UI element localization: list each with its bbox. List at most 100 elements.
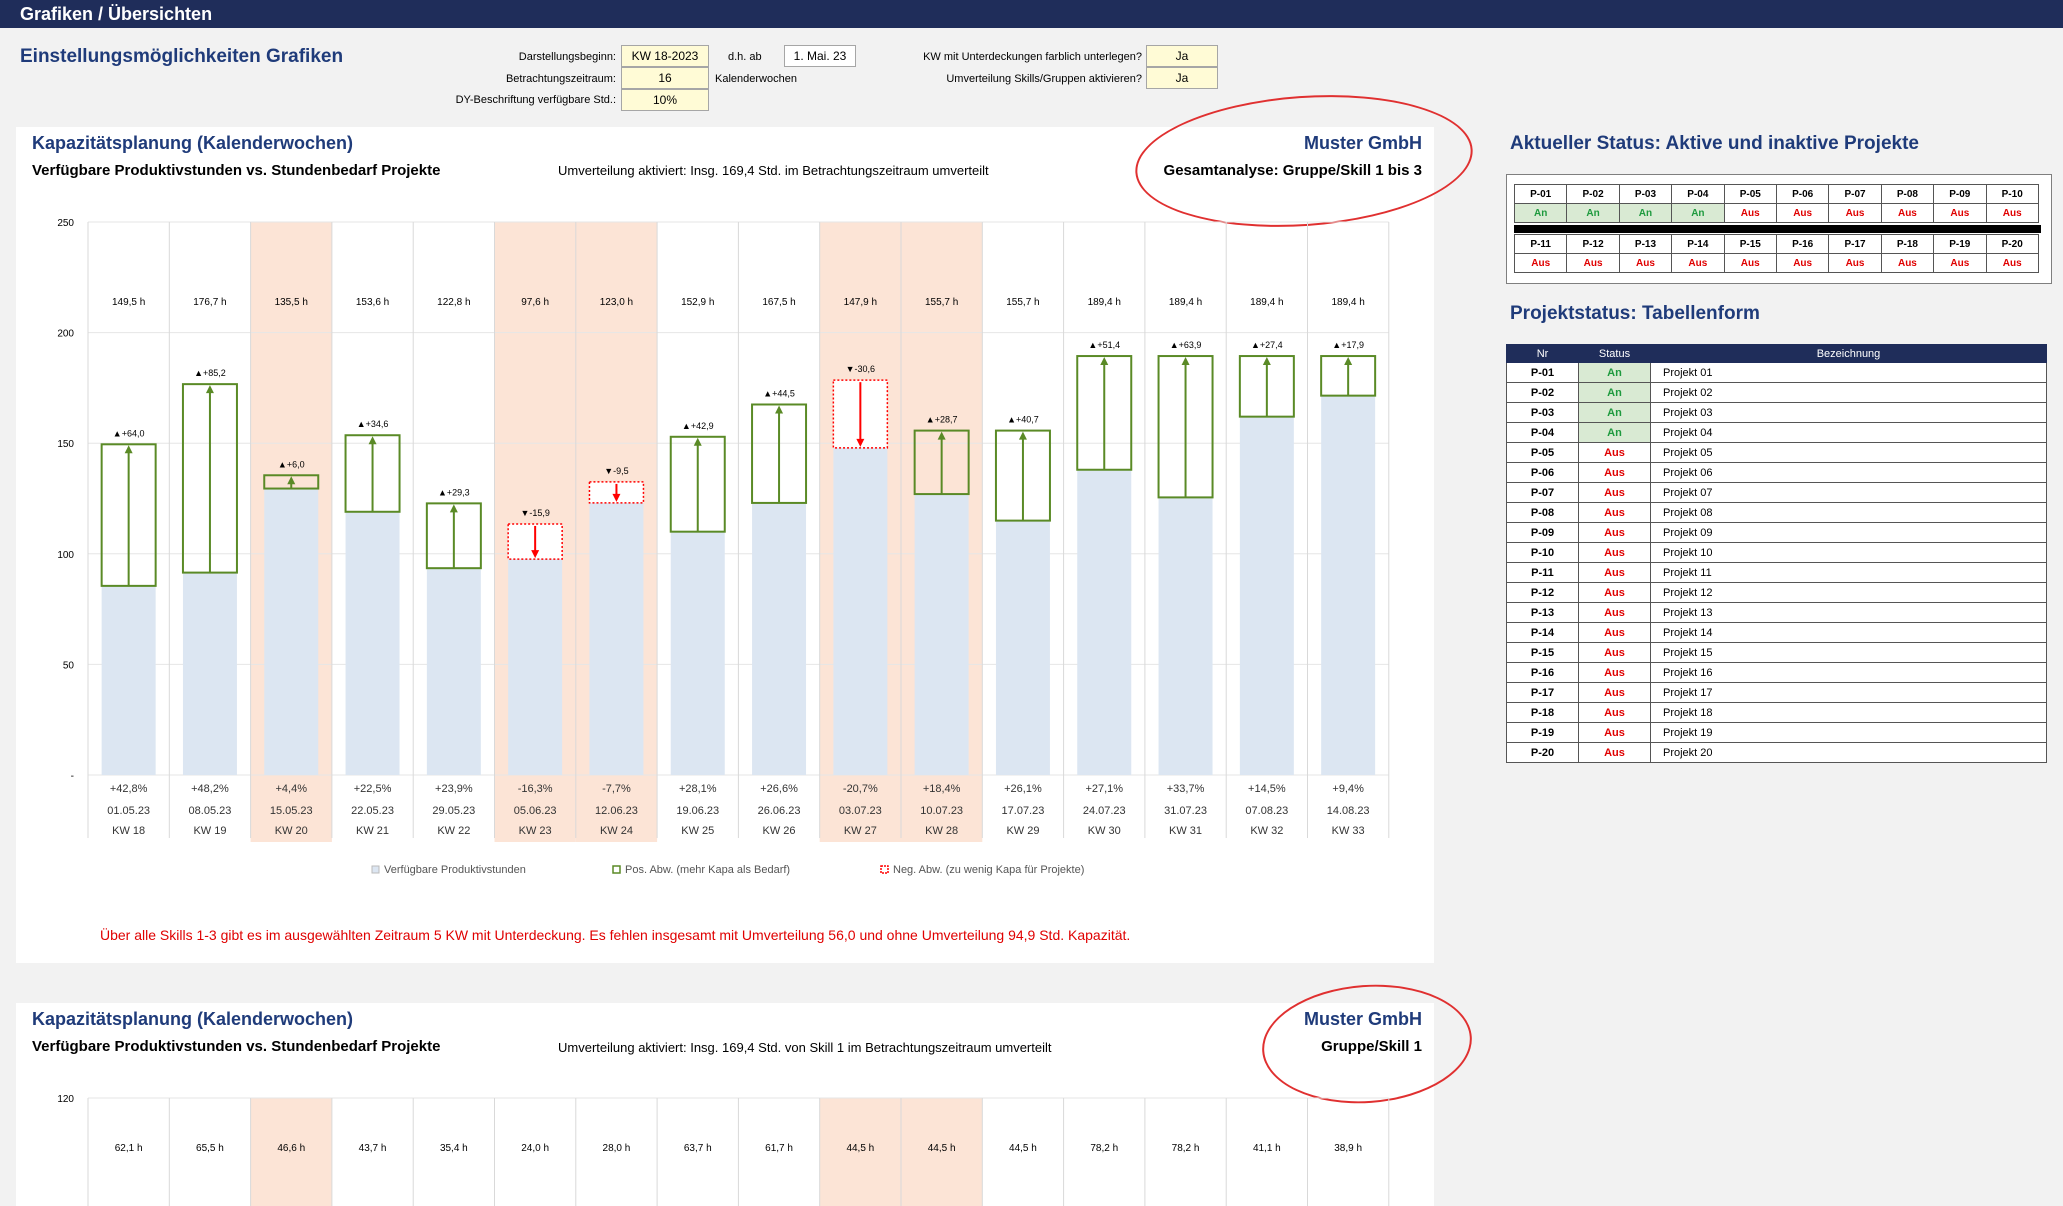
date-label: 07.08.23	[1245, 805, 1288, 817]
project-status-cell[interactable]: Aus	[1578, 722, 1651, 743]
project-status-cell[interactable]: Aus	[1578, 562, 1651, 583]
status-grid-project-status[interactable]: Aus	[1985, 253, 2039, 273]
period-unit: Kalenderwochen	[715, 73, 797, 85]
status-grid-project-status[interactable]: Aus	[1933, 253, 1987, 273]
available-hours-label: 44,5 h	[846, 1143, 874, 1154]
table-row: P-02 An Projekt 02	[1506, 382, 2047, 403]
project-status-cell[interactable]: Aus	[1578, 662, 1651, 683]
week-label: KW 20	[275, 825, 308, 837]
project-name-cell: Projekt 05	[1650, 442, 2047, 463]
redistribute-field[interactable]: Ja	[1146, 67, 1218, 89]
shade-column	[819, 1098, 901, 1206]
project-nr-cell: P-04	[1506, 422, 1579, 443]
table-row: P-17 Aus Projekt 17	[1506, 682, 2047, 703]
project-name-cell: Projekt 08	[1650, 502, 2047, 523]
project-name-cell: Projekt 09	[1650, 522, 2047, 543]
status-grid-project-status[interactable]: An	[1566, 203, 1620, 223]
col-status-header: Status	[1578, 344, 1651, 363]
status-grid-project-status[interactable]: Aus	[1723, 253, 1777, 273]
percent-label: +4,4%	[276, 783, 308, 795]
start-date-field[interactable]: 1. Mai. 23	[784, 45, 856, 67]
project-name-cell: Projekt 17	[1650, 682, 2047, 703]
chart1-group: Gesamtanalyse: Gruppe/Skill 1 bis 3	[1163, 162, 1422, 179]
project-status-cell[interactable]: An	[1578, 362, 1651, 383]
date-label: 03.07.23	[839, 805, 882, 817]
highlight-field[interactable]: Ja	[1146, 45, 1218, 67]
status-grid-project-nr: P-04	[1671, 184, 1725, 204]
project-status-cell[interactable]: Aus	[1578, 622, 1651, 643]
status-grid-project-status[interactable]: Aus	[1723, 203, 1777, 223]
project-status-cell[interactable]: Aus	[1578, 642, 1651, 663]
project-name-cell: Projekt 18	[1650, 702, 2047, 723]
status-grid-project-status[interactable]: An	[1513, 203, 1568, 223]
week-label: KW 23	[519, 825, 552, 837]
available-hours-label: 153,6 h	[356, 297, 389, 308]
available-hours-label: 155,7 h	[925, 297, 958, 308]
project-status-cell[interactable]: Aus	[1578, 602, 1651, 623]
date-label: 05.06.23	[514, 805, 557, 817]
available-hours-label: 38,9 h	[1334, 1143, 1362, 1154]
project-status-cell[interactable]: Aus	[1578, 542, 1651, 563]
project-status-cell[interactable]: An	[1578, 402, 1651, 423]
week-label: KW 32	[1250, 825, 1283, 837]
available-bar	[914, 494, 969, 775]
project-status-cell[interactable]: Aus	[1578, 482, 1651, 503]
status-grid-project-nr: P-11	[1513, 234, 1568, 254]
chart2-svg: 120 62,1 h 65,5 h 46,6 h 43,7 h 35,4 h 24,0 h 2…	[57, 1094, 1390, 1206]
shade-column	[901, 1098, 983, 1206]
available-bar	[182, 572, 237, 775]
period-field[interactable]: 16	[621, 67, 709, 89]
status-grid-project-nr: P-20	[1985, 234, 2039, 254]
available-bar	[101, 585, 156, 775]
date-label: 31.07.23	[1164, 805, 1207, 817]
status-grid-project-nr: P-06	[1775, 184, 1830, 204]
available-hours-label: 97,6 h	[521, 297, 549, 308]
status-grid-project-status[interactable]: Aus	[1828, 203, 1882, 223]
project-status-cell[interactable]: Aus	[1578, 682, 1651, 703]
status-grid-project-status[interactable]: Aus	[1566, 253, 1620, 273]
positive-arrow-head	[1100, 357, 1109, 366]
status-grid-project-status[interactable]: Aus	[1618, 253, 1673, 273]
project-status-cell[interactable]: Aus	[1578, 442, 1651, 463]
status-grid-project-status[interactable]: Aus	[1880, 253, 1935, 273]
project-status-cell[interactable]: An	[1578, 422, 1651, 443]
status-grid-project-status[interactable]: Aus	[1513, 253, 1568, 273]
positive-deviation-box	[913, 429, 970, 496]
project-status-cell[interactable]: Aus	[1578, 582, 1651, 603]
status-grid-project-status[interactable]: An	[1671, 203, 1725, 223]
status-grid-project-nr: P-17	[1828, 234, 1882, 254]
status-grid-project-status[interactable]: Aus	[1671, 253, 1725, 273]
available-hours-label: 46,6 h	[277, 1143, 305, 1154]
status-grid-project-status[interactable]: Aus	[1828, 253, 1882, 273]
available-hours-label: 62,1 h	[115, 1143, 143, 1154]
project-status-cell[interactable]: An	[1578, 382, 1651, 403]
table-row: P-09 Aus Projekt 09	[1506, 522, 2047, 543]
status-grid-project-status[interactable]: Aus	[1933, 203, 1987, 223]
deviation-label: ▲+42,9	[682, 421, 714, 431]
status-grid-project-status[interactable]: Aus	[1775, 253, 1830, 273]
project-status-cell[interactable]: Aus	[1578, 522, 1651, 543]
available-hours-label: 189,4 h	[1250, 297, 1283, 308]
deviation-label: ▼-9,5	[604, 466, 628, 476]
status-grid-project-nr: P-12	[1566, 234, 1620, 254]
project-status-cell[interactable]: Aus	[1578, 462, 1651, 483]
settings-title: Einstellungsmöglichkeiten Grafiken	[20, 46, 344, 67]
positive-arrow-head	[205, 385, 214, 394]
project-status-cell[interactable]: Aus	[1578, 742, 1651, 763]
percent-label: -20,7%	[843, 783, 878, 795]
period-label: Betrachtungszeitraum:	[505, 73, 616, 85]
dy-field[interactable]: 10%	[621, 89, 709, 111]
week-label: KW 21	[356, 825, 389, 837]
status-grid-project-status[interactable]: Aus	[1775, 203, 1830, 223]
project-status-cell[interactable]: Aus	[1578, 702, 1651, 723]
status-grid-project-status[interactable]: Aus	[1985, 203, 2039, 223]
project-name-cell: Projekt 07	[1650, 482, 2047, 503]
negative-arrow-head	[531, 550, 540, 559]
project-name-cell: Projekt 19	[1650, 722, 2047, 743]
status-grid-project-status[interactable]: An	[1618, 203, 1673, 223]
status-grid-project-status[interactable]: Aus	[1880, 203, 1935, 223]
project-status-cell[interactable]: Aus	[1578, 502, 1651, 523]
start-field[interactable]: KW 18-2023	[621, 45, 709, 67]
percent-label: +33,7%	[1167, 783, 1205, 795]
legend-swatch-available	[371, 865, 380, 874]
